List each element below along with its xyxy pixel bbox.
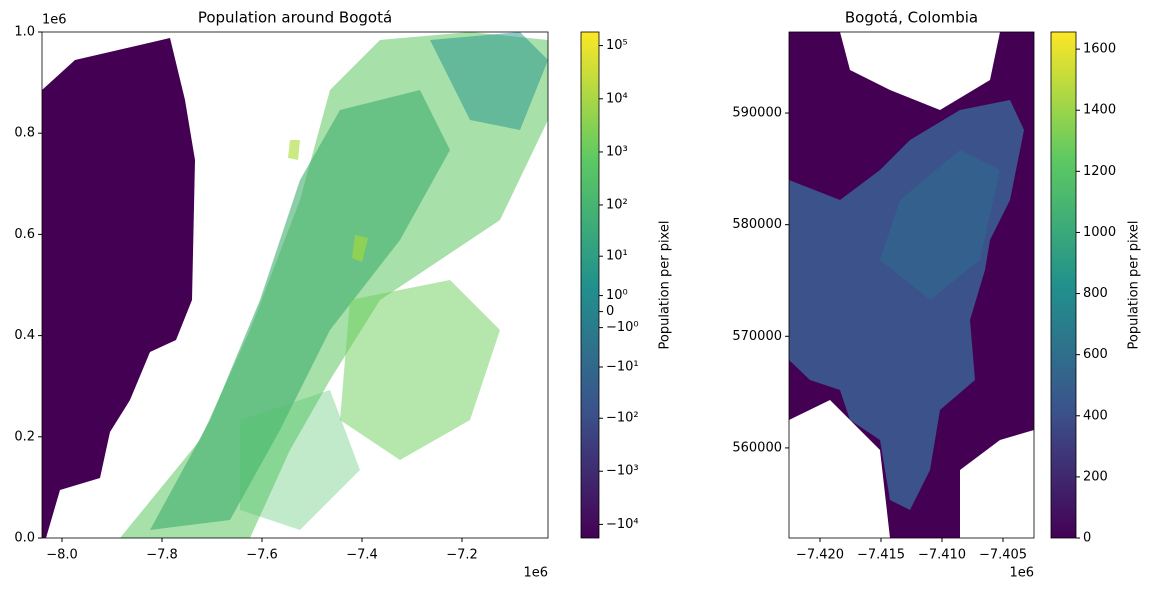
colorbar-tick-label: 800 [1083,286,1108,301]
x-tick-label: −7.420 [796,548,844,563]
y-tick-label: 590000 [732,106,782,121]
colorbar [580,31,600,539]
x-offset-label: 1e6 [1009,566,1034,581]
colorbar-tick-label: 600 [1083,347,1108,362]
colorbar-label: Population per pixel [658,221,673,350]
colorbar-tick-label: −10¹ [606,360,639,375]
y-tick-label: 570000 [732,329,782,344]
colorbar-tick-label: 1200 [1083,164,1116,179]
colorbar-tick-label: 10⁴ [606,91,628,106]
colorbar-tick-label: −10³ [606,464,639,479]
x-tick-label: −7.405 [979,548,1027,563]
colorbar-tick-label: 0 [606,304,614,319]
x-tick-label: −7.410 [918,548,966,563]
x-tick-label: −7.6 [246,548,278,563]
colorbar-tick-label: 1600 [1083,42,1116,57]
y-tick-label: 0.6 [14,227,35,242]
y-tick-label: 1.0 [14,25,35,40]
colorbar-tick-label: −10² [606,411,639,426]
colorbar-tick-label: −10⁰ [606,320,639,335]
y-tick-label: 560000 [732,440,782,455]
colorbar-label: Population per pixel [1127,221,1142,350]
city-raster [789,32,1034,538]
chart-title: Bogotá, Colombia [845,9,978,27]
colorbar-tick-label: 1000 [1083,225,1116,240]
y-tick-label: 0.4 [14,328,35,343]
colorbar-tick-label: 200 [1083,469,1108,484]
y-tick-label: 0.8 [14,126,35,141]
population-raster [42,32,548,538]
x-tick-label: −7.4 [346,548,378,563]
axes-frame [41,31,549,539]
colorbar-tick-label: 0 [1083,531,1091,546]
y-tick-label: 0.2 [14,429,35,444]
y-tick-label: 580000 [732,217,782,232]
x-tick-label: −7.8 [146,548,178,563]
x-offset-label: 1e6 [523,566,548,581]
chart-title: Population around Bogotá [198,9,392,27]
colorbar-tick-label: 10² [606,197,628,212]
colorbar-tick-label: 10⁰ [606,288,628,303]
y-offset-label: 1e6 [42,13,67,28]
x-tick-label: −8.0 [46,548,78,563]
y-tick-label: 0.0 [14,531,35,546]
x-tick-label: −7.2 [446,548,478,563]
colorbar-tick-label: 400 [1083,408,1108,423]
colorbar-tick-label: 1400 [1083,103,1116,118]
colorbar-tick-label: −10⁴ [606,517,639,532]
axes-frame [788,31,1035,539]
x-tick-label: −7.415 [857,548,905,563]
colorbar [1050,31,1077,539]
colorbar-tick-label: 10¹ [606,249,628,264]
colorbar-tick-label: 10⁵ [606,38,628,53]
colorbar-tick-label: 10³ [606,144,628,159]
